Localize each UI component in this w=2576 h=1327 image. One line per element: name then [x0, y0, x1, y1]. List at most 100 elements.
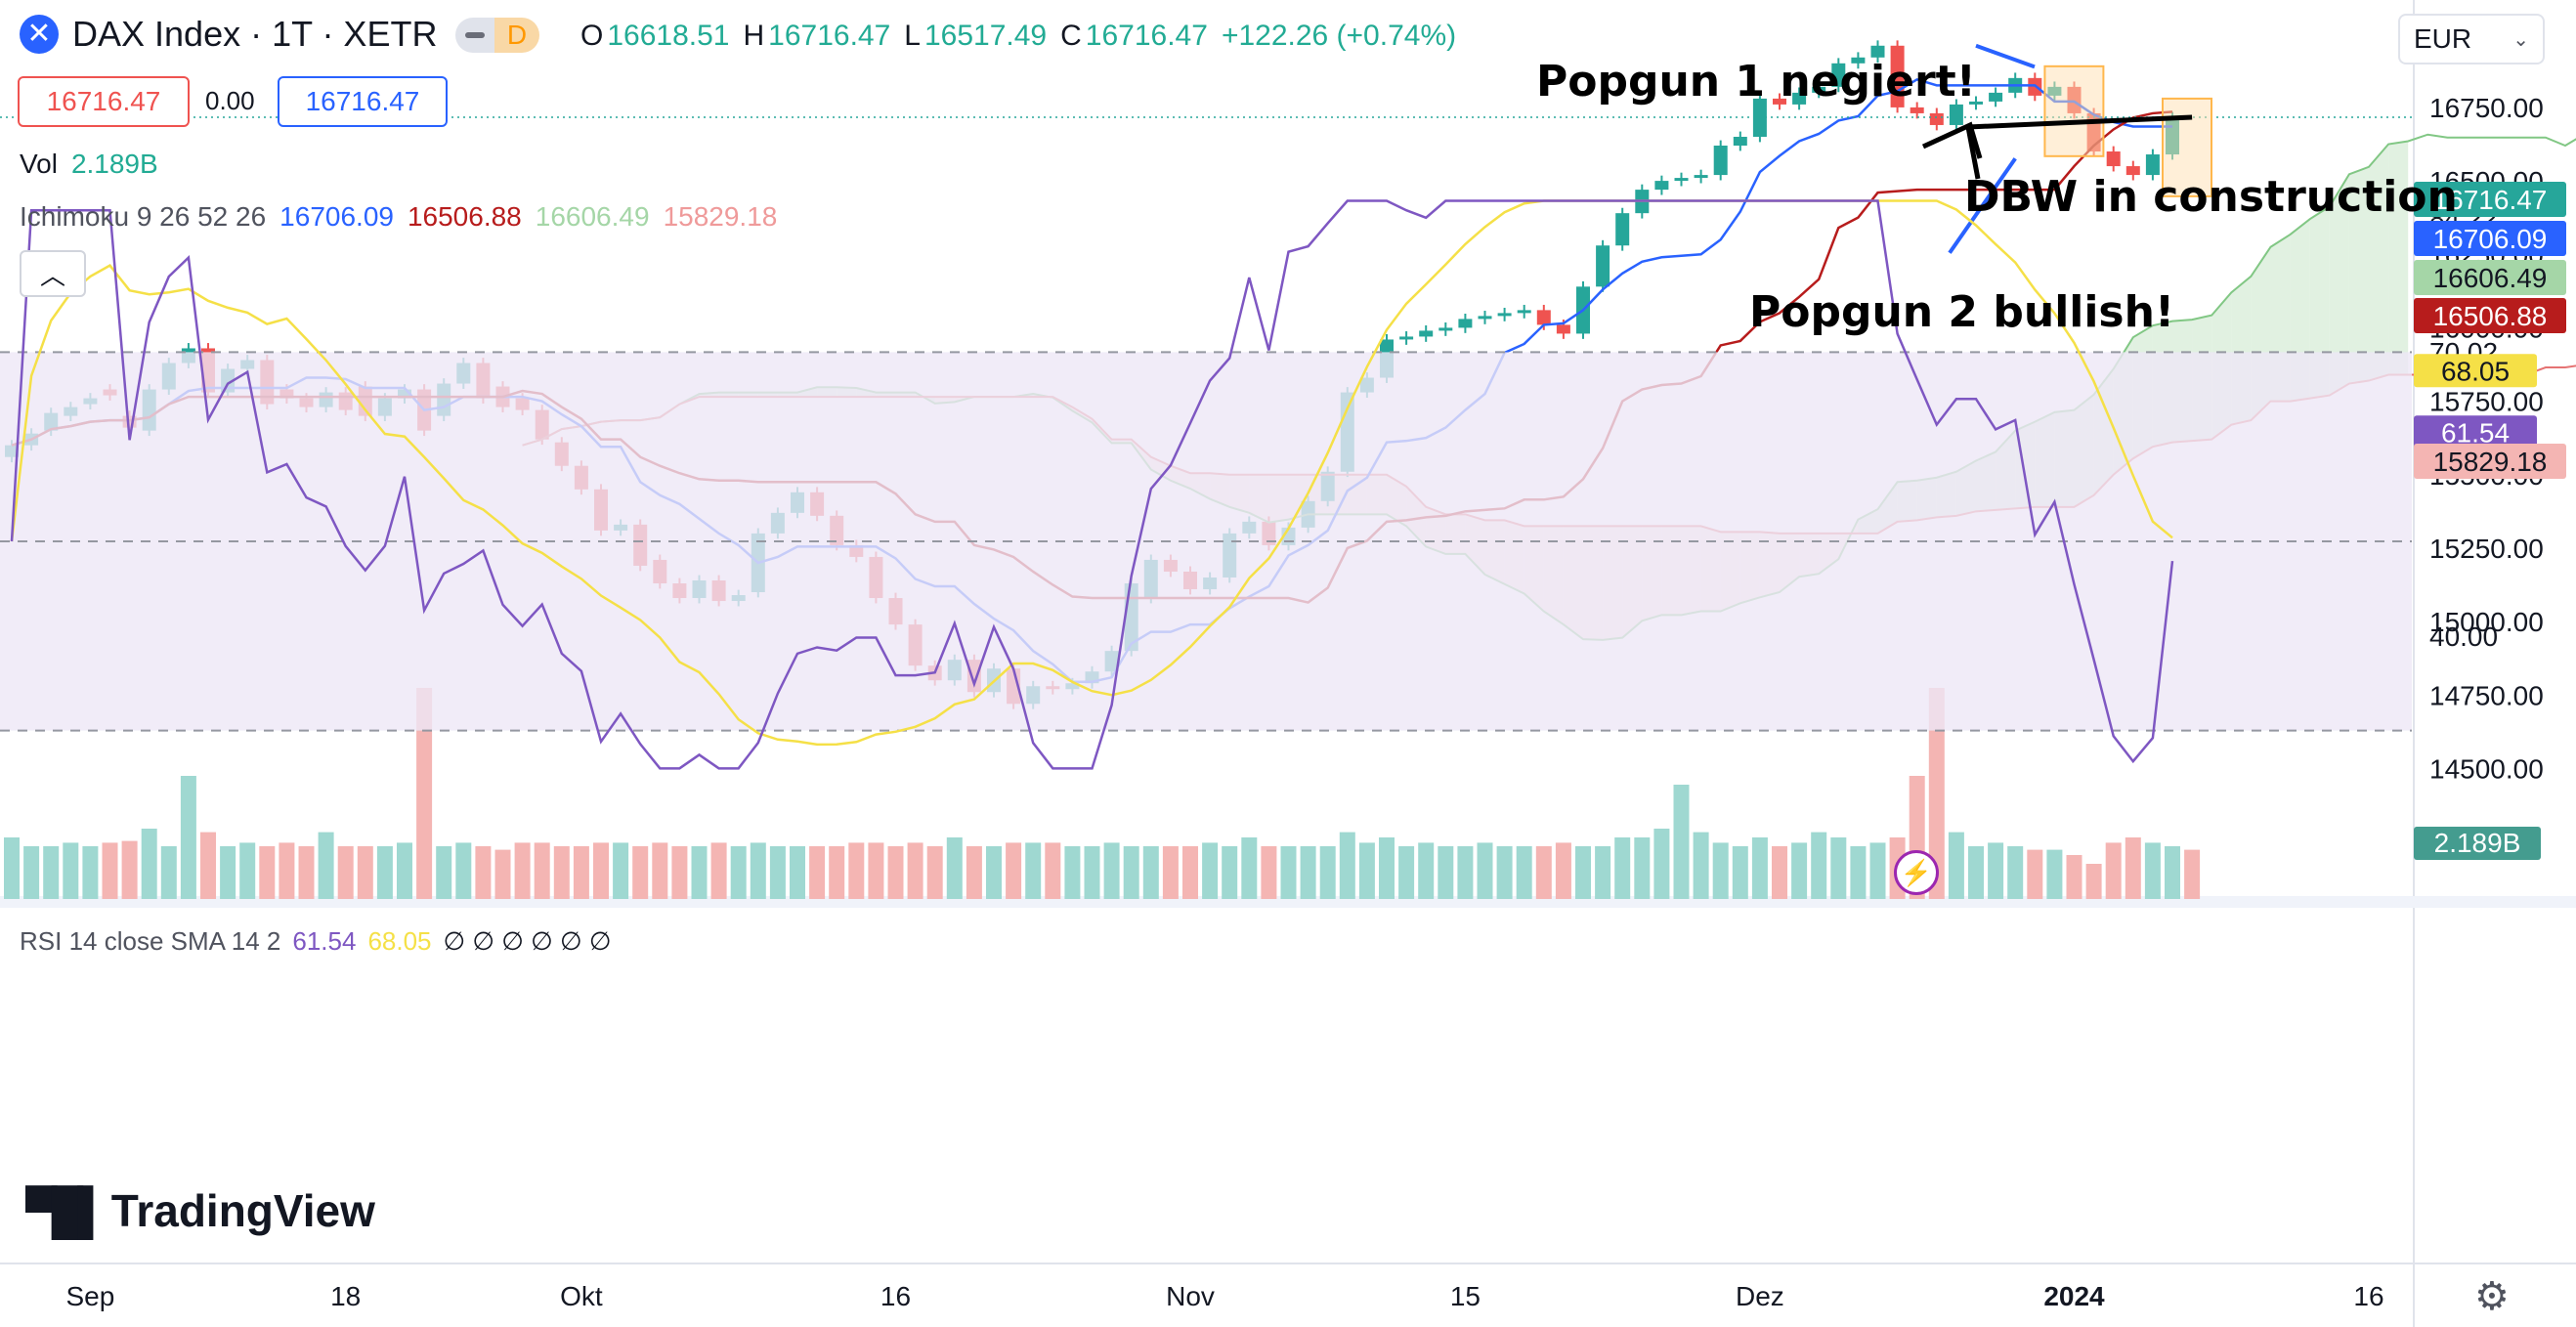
sell-button[interactable]: 16716.47 — [18, 76, 190, 127]
candle-body — [1851, 57, 1866, 64]
volume-bar — [2085, 864, 2102, 899]
candle-body — [1969, 101, 1983, 105]
price-tick-label: 15250.00 — [2429, 534, 2544, 564]
volume-legend[interactable]: Vol 2.189B — [20, 149, 158, 180]
volume-bar — [1123, 846, 1139, 899]
volume-bar — [1653, 829, 1670, 899]
trendline-lower — [1948, 157, 2017, 254]
annotation-popgun1[interactable]: Popgun 1 negiert! — [1536, 57, 1976, 107]
volume-bar — [946, 837, 963, 899]
annotation-popgun2[interactable]: Popgun 2 bullish! — [1749, 287, 2175, 337]
price-label-conversion: 16706.09 — [2433, 224, 2548, 254]
symbol-title-text: DAX Index · 1T · XETR — [72, 14, 438, 54]
price-tick-label: 15000.00 — [2429, 607, 2544, 637]
close-value: 16716.47 — [1085, 20, 1208, 52]
candle-body — [1792, 92, 1807, 105]
volume-bar — [829, 846, 845, 899]
candle-body — [1438, 327, 1453, 331]
volume-bar — [2184, 849, 2201, 899]
rsi-legend[interactable]: RSI 14 close SMA 14 2 61.54 68.05 ∅ ∅ ∅ … — [20, 926, 612, 957]
volume-bar — [1535, 846, 1552, 899]
price-label-bg-last — [2414, 182, 2566, 217]
annotation-dbw[interactable]: DBW in construction — [1964, 172, 2458, 222]
volume-bar — [1438, 846, 1454, 899]
volume-bar — [1222, 846, 1238, 899]
volume-bar — [1339, 832, 1355, 899]
candle-body — [1556, 324, 1570, 334]
ichimoku-lead2-value: 15829.18 — [663, 201, 778, 232]
volume-bar — [494, 849, 511, 899]
low-label: L — [904, 20, 921, 52]
price-tick-label: 14500.00 — [2429, 753, 2544, 784]
open-value: 16618.51 — [607, 20, 730, 52]
volume-bar — [1045, 842, 1061, 899]
price-tick-label: 14750.00 — [2429, 680, 2544, 710]
market-status-badges[interactable]: D — [455, 18, 539, 53]
cross-icon: ✕ — [20, 15, 59, 54]
ohlc-legend: O 16618.51 H 16716.47 L 16517.49 C 16716.47 … — [580, 20, 1456, 53]
symbol-title[interactable]: ✕ DAX Index · 1T · XETR — [20, 14, 437, 55]
volume-bar — [1006, 842, 1022, 899]
volume-bar — [790, 846, 805, 899]
price-label-bg-conversion — [2414, 221, 2566, 256]
price-label-bg-lead2 — [2414, 444, 2566, 479]
volume-bar — [1261, 846, 1277, 899]
volume-bar — [514, 842, 531, 899]
price-label-lead1: 16606.49 — [2433, 263, 2548, 293]
volume-bar — [907, 842, 923, 899]
popgun-box-2 — [2162, 97, 2212, 197]
volume-bar — [534, 842, 550, 899]
ichimoku-cloud-segment — [2369, 144, 2389, 381]
candle-body — [1615, 213, 1630, 246]
candle-body — [1517, 310, 1531, 314]
volume-bar — [397, 842, 412, 899]
rsi-value: 61.54 — [292, 926, 357, 956]
volume-bar — [436, 846, 452, 899]
volume-bar — [2144, 842, 2161, 899]
high-label: H — [743, 20, 765, 52]
volume-bar — [455, 842, 472, 899]
volume-bar — [593, 842, 609, 899]
volume-bar — [416, 688, 433, 899]
rsi-sma-label: 68.05 — [2441, 356, 2510, 386]
volume-bar — [809, 846, 826, 899]
volume-bar — [926, 846, 943, 899]
volume-value: 2.189B — [70, 149, 158, 179]
forecast-arrow-head — [1921, 121, 1983, 159]
volume-bar — [730, 846, 747, 899]
settings-gear-icon[interactable]: ⚙ — [2474, 1275, 2510, 1318]
close-label: C — [1060, 20, 1082, 52]
price-label-bg-base — [2414, 298, 2566, 333]
rsi-tick-label: 40.00 — [2429, 621, 2498, 652]
volume-bar — [279, 842, 295, 899]
price-tick-label: 15750.00 — [2429, 387, 2544, 417]
candle-body — [1949, 104, 1963, 125]
volume-bar — [1142, 846, 1159, 899]
volume-bar — [1300, 846, 1316, 899]
buy-button[interactable]: 16716.47 — [278, 76, 448, 127]
candle-body — [1812, 86, 1826, 93]
tradingview-mark-icon: ▀█▌ — [25, 1185, 109, 1236]
volume-bar — [868, 842, 884, 899]
volume-bar — [2066, 855, 2082, 899]
volume-bar — [691, 846, 708, 899]
volume-bar — [1811, 832, 1827, 899]
candle-body — [1399, 336, 1414, 340]
volume-bar — [180, 776, 196, 899]
lightning-icon[interactable]: ⚡ — [1894, 850, 1939, 895]
ichimoku-cloud-segment — [2348, 166, 2369, 384]
volume-bar — [259, 846, 276, 899]
volume-bar — [220, 846, 236, 899]
currency-select[interactable]: EUR ⌄ — [2398, 14, 2545, 64]
volume-bar — [1712, 842, 1729, 899]
volume-bar — [23, 846, 40, 899]
volume-bar — [475, 846, 492, 899]
volume-bar — [613, 842, 629, 899]
ichimoku-legend[interactable]: Ichimoku 9 26 52 26 16706.09 16506.88 16… — [20, 201, 777, 233]
collapse-legend-button[interactable]: ︿ — [20, 250, 86, 297]
volume-bar — [986, 846, 1002, 899]
candle-body — [1870, 45, 1885, 58]
candle-body — [1674, 178, 1689, 182]
rsi-empty-values: ∅ ∅ ∅ ∅ ∅ ∅ — [443, 926, 612, 956]
